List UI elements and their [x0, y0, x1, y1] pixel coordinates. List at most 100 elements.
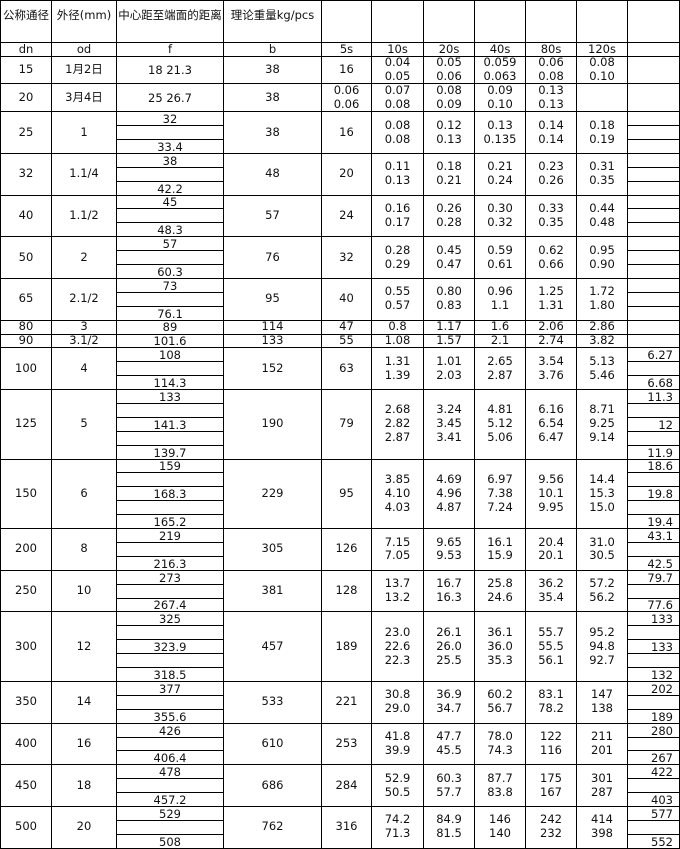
dn-cell: 350 [0, 681, 52, 724]
dn-value: 20 [18, 89, 34, 104]
weight-value: 140 [489, 826, 511, 841]
weight-value: 301 [591, 770, 613, 785]
weight-value: 9.56 [538, 471, 564, 486]
weight-value: 95.2 [589, 624, 615, 639]
extra-value: 6.27 [647, 348, 673, 363]
f-value: 165.2 [153, 515, 187, 530]
dn-cell: 40 [0, 195, 52, 238]
b-cell: 114 [224, 320, 322, 335]
weight-value: 0.35 [538, 214, 564, 229]
extra-slot [628, 251, 679, 266]
weight-value: 4.96 [436, 485, 462, 500]
b-value: 38 [265, 62, 280, 77]
weight-cell-40s: 0.59 0.61 [475, 237, 526, 279]
b-value: 152 [261, 360, 284, 375]
weight-value: 20 [339, 166, 354, 181]
weight-value: 2.87 [487, 367, 513, 382]
extra-slot [628, 265, 679, 278]
weight-value: 0.29 [384, 256, 411, 271]
dn-cell: 25 [0, 112, 52, 154]
subheader-cell: 120s [577, 42, 628, 57]
dn-cell: 20 [0, 84, 52, 113]
weight-cell-120s: 57.2 56.2 [577, 570, 628, 613]
weight-value: 81.5 [436, 826, 462, 841]
f-slot [117, 251, 223, 266]
f-slot: 141.3 [117, 418, 223, 432]
weight-cell-40s: 36.1 36.0 35.3 [475, 612, 526, 682]
weight-value: 41.8 [384, 729, 411, 744]
extra-value: 552 [651, 834, 673, 849]
weight-cell-120s: 211 201 [577, 723, 628, 766]
weight-cell-120s: 0.44 0.48 [577, 195, 628, 238]
weight-value: 1.57 [436, 334, 462, 347]
b-cell: 57 [224, 195, 322, 238]
weight-cell-5s: 24 [322, 195, 372, 238]
extra-value: 12 [658, 417, 673, 432]
dn-value: 32 [18, 166, 34, 181]
weight-value: 15.3 [589, 485, 615, 500]
weight-value: 78.2 [538, 701, 564, 716]
weight-cell-40s: 2.65 2.87 [475, 348, 526, 391]
extra-slot: 422 [628, 765, 679, 780]
f-cell: 108 114.3 [117, 348, 224, 391]
weight-value: 1.31 [538, 298, 564, 313]
weight-cell-10s: 13.7 13.2 [372, 570, 424, 613]
subheader-cell: 5s [322, 42, 372, 57]
b-cell: 48 [224, 153, 322, 196]
weight-cell-20s: 9.65 9.53 [424, 529, 475, 571]
f-slot: 57 [117, 237, 223, 252]
header-title: 中心距至端面的距离 [118, 8, 222, 22]
weight-cell-10s: 23.0 22.6 22.3 [372, 612, 424, 682]
weight-value: 8.71 [589, 402, 615, 417]
extra-value: 132 [651, 667, 673, 682]
od-value: 14 [76, 694, 92, 709]
weight-value: 0.06 [436, 68, 462, 83]
weight-value: 0.90 [589, 256, 615, 271]
dn-value: 15 [18, 62, 34, 77]
weight-value: 2.74 [538, 334, 564, 347]
weight-cell-10s: 3.85 4.10 4.03 [372, 459, 424, 530]
extra-cell: 6.27 6.68 [628, 348, 680, 391]
weight-value: 0.06 [538, 56, 564, 70]
header-cell [372, 1, 424, 43]
weight-value: 0.66 [538, 256, 564, 271]
extra-slot [628, 738, 679, 752]
f-slot: 60.3 [117, 265, 223, 278]
weight-cell-120s: 414 398 [577, 807, 628, 849]
b-value: 457 [261, 638, 284, 653]
extra-slot [628, 112, 679, 127]
f-slot [117, 779, 223, 794]
dn-cell: 125 [0, 390, 52, 460]
column-code: 20s [438, 42, 460, 56]
weight-value: 0.08 [384, 117, 411, 132]
weight-cell-40s: 1.6 [475, 320, 526, 335]
od-cell: 1.1/2 [52, 195, 117, 238]
weight-cell-5s: 55 [322, 334, 372, 349]
dn-value: 65 [18, 291, 34, 306]
weight-cell-20s: 0.80 0.83 [424, 278, 475, 321]
table-row: 300 12 325 323.9 318.5 457 189 23.0 22.6 22.3 26.1… [0, 612, 680, 682]
b-value: 610 [261, 736, 284, 751]
weight-value: 284 [335, 777, 358, 792]
f-value: 323.9 [153, 640, 187, 655]
f-value: 426 [159, 723, 181, 738]
extra-slot [628, 140, 679, 153]
b-value: 48 [265, 166, 280, 181]
table-row: 150 6 159 168.3 165.2 229 95 3.85 4.10 4.03 4.69 4.… [0, 459, 680, 530]
weight-value: 6.16 [538, 402, 564, 417]
weight-value: 9.53 [436, 548, 462, 563]
weight-value: 57.2 [589, 576, 615, 591]
weight-value: 175 [540, 770, 562, 785]
weight-cell-120s: 1.72 1.80 [577, 278, 628, 321]
weight-cell-80s: 6.16 6.54 6.47 [526, 390, 577, 460]
weight-value: 0.063 [483, 68, 517, 83]
weight-value: 0.11 [384, 159, 411, 174]
subheader-cell: b [224, 42, 322, 57]
weight-value: 52.9 [384, 770, 411, 785]
dn-value: 400 [15, 736, 37, 751]
weight-cell-80s: 2.06 [526, 320, 577, 335]
f-slot: 529 [117, 807, 223, 821]
b-cell: 190 [224, 390, 322, 460]
weight-value: 0.28 [436, 214, 462, 229]
